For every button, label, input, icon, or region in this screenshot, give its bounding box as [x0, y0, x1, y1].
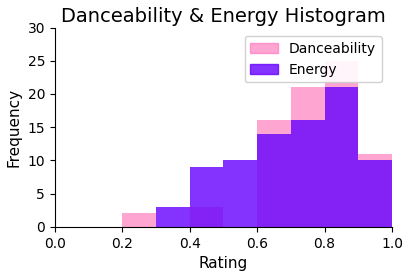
Bar [290, 87, 324, 227]
Bar [324, 87, 357, 227]
Bar [256, 120, 290, 227]
Bar [256, 134, 290, 227]
Legend: Danceability, Energy: Danceability, Energy [244, 36, 381, 83]
Bar [290, 120, 324, 227]
Title: Danceability & Energy Histogram: Danceability & Energy Histogram [61, 7, 385, 26]
Y-axis label: Frequency: Frequency [7, 88, 22, 167]
Bar [189, 207, 223, 227]
Bar [391, 180, 409, 227]
Bar [391, 214, 409, 227]
Bar [122, 214, 156, 227]
X-axis label: Rating: Rating [198, 256, 247, 271]
Bar [324, 61, 357, 227]
Bar [223, 160, 256, 227]
Bar [357, 160, 391, 227]
Bar [189, 167, 223, 227]
Bar [156, 207, 189, 227]
Bar [357, 154, 391, 227]
